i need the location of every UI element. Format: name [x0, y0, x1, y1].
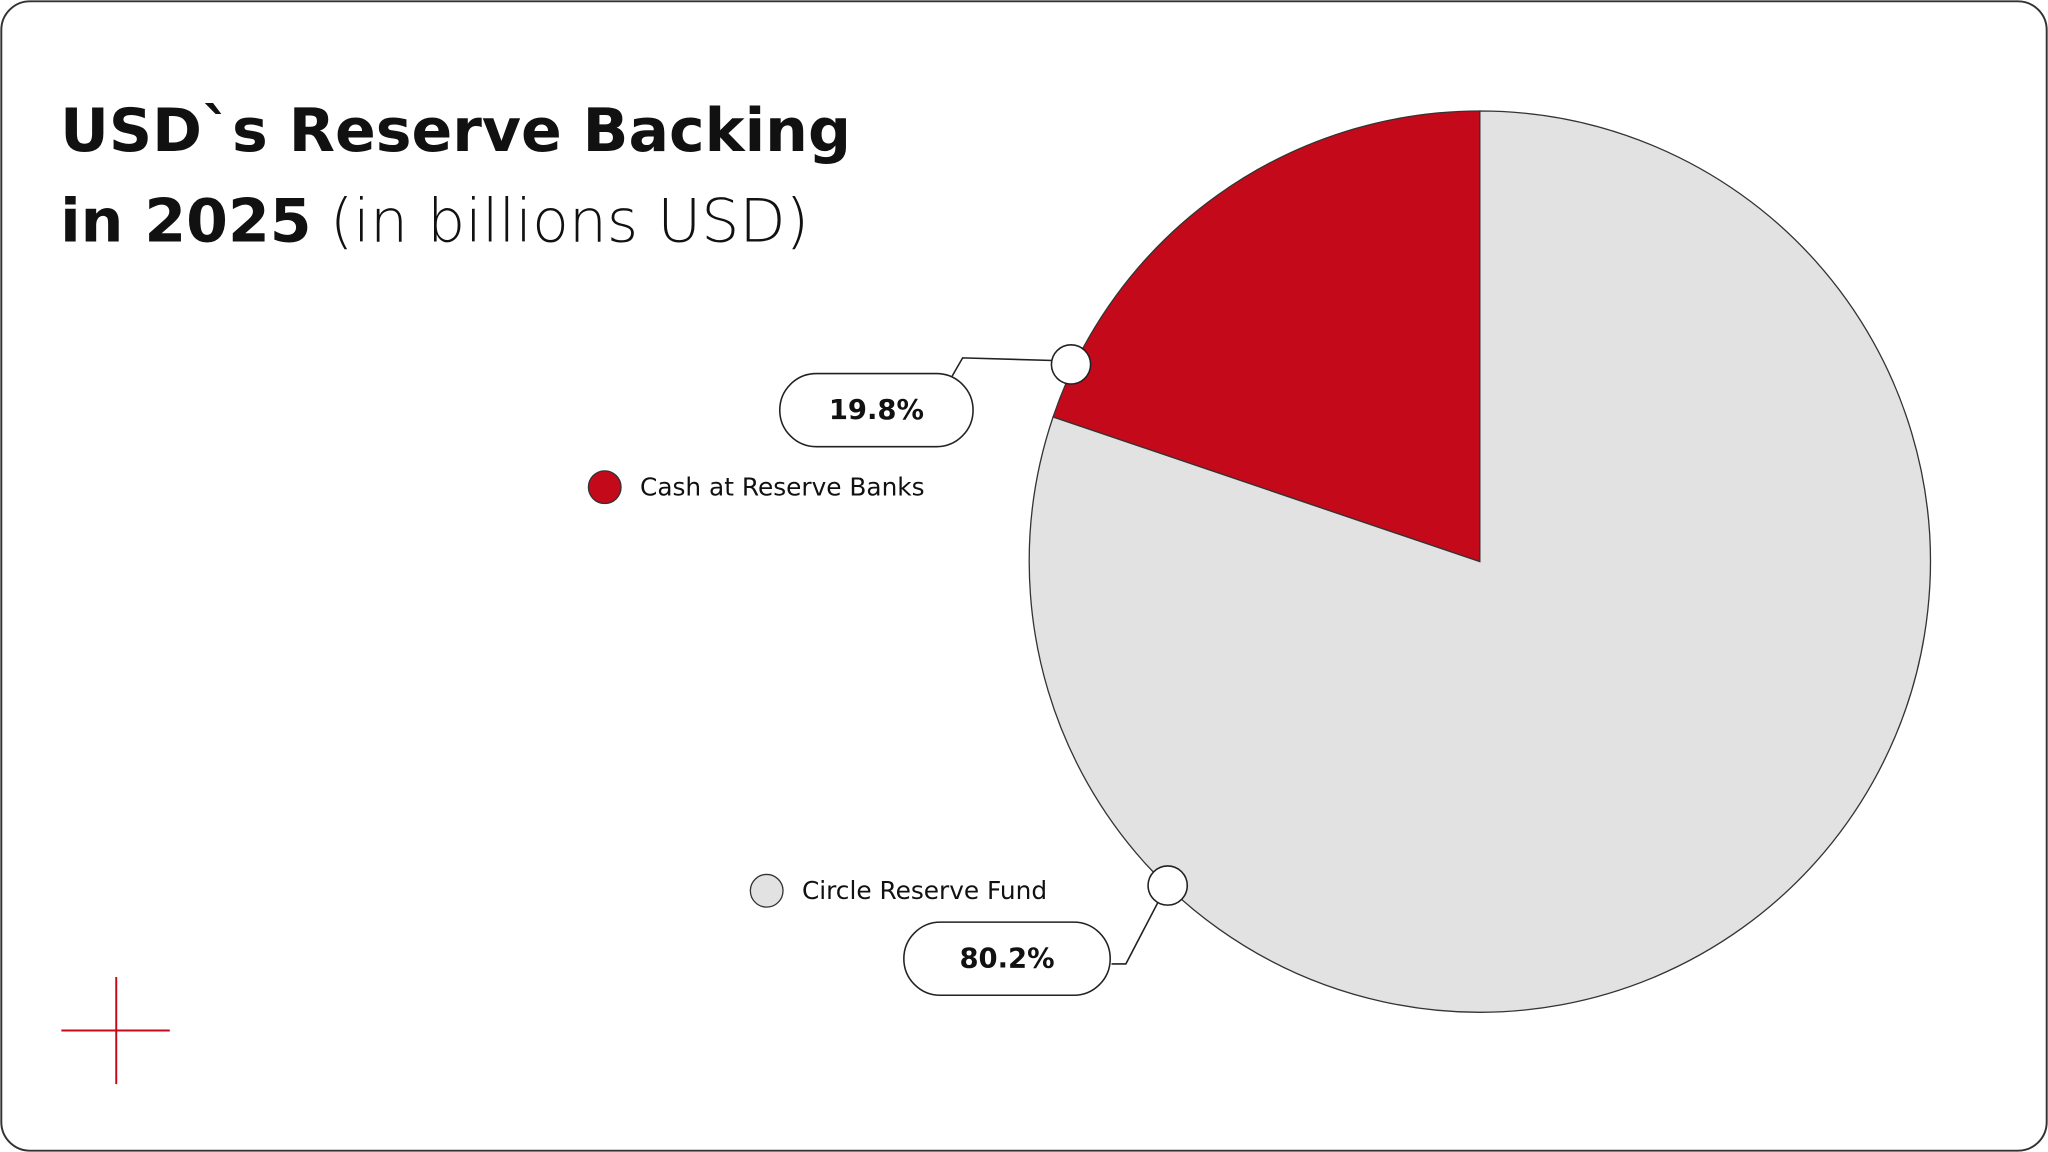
callout-pill [778, 372, 974, 448]
legend-label: Cash at Reserve Banks [640, 472, 925, 501]
title-year: in 2025 [60, 186, 312, 256]
callout-pill [903, 921, 1111, 997]
legend-swatch [749, 873, 784, 908]
legend-swatch [587, 470, 622, 505]
pie [1028, 110, 1932, 1013]
chart-subtitle: (in billions USD) [330, 186, 809, 256]
callout-marker [1147, 865, 1189, 906]
value-label: 80.2% [959, 944, 1054, 975]
legend-label: Circle Reserve Fund [802, 876, 1047, 905]
callout-marker [1050, 344, 1092, 385]
pie-slice [1028, 110, 1932, 1013]
title-line: in 2025 (in billions USD) [60, 186, 809, 256]
chart-title: USD`s Reserve Backing [60, 96, 851, 166]
value-label: 19.8% [829, 395, 924, 426]
callout-line [951, 357, 1053, 377]
callout-line [1111, 900, 1160, 965]
annotations: 19.8% Cash at Reserve Banks 80.2% Circle Re… [587, 344, 1189, 997]
